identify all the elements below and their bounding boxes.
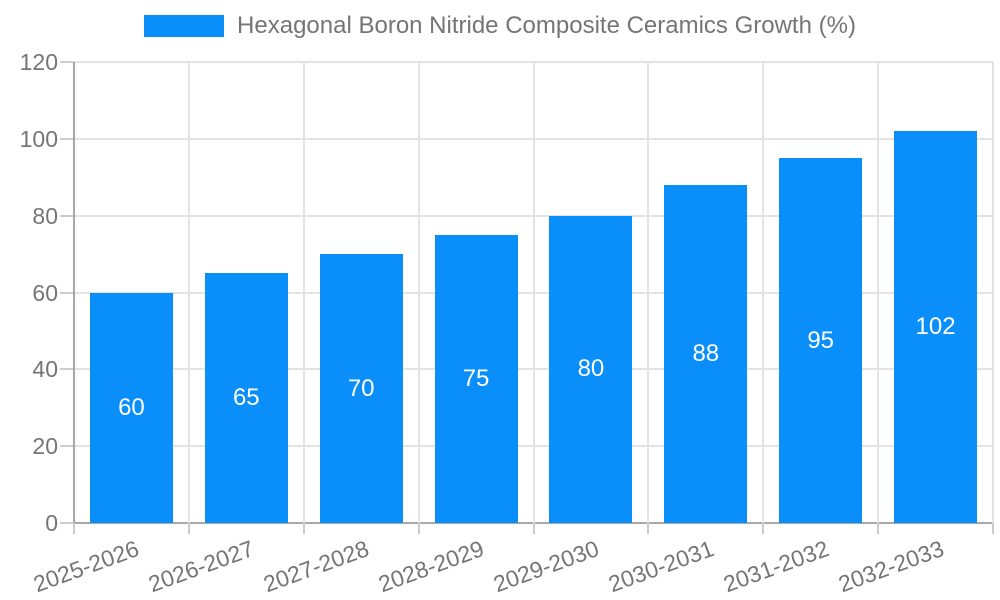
x-axis-tick [532,523,535,534]
y-tick-label: 100 [19,125,58,152]
bar-2028-2029[interactable]: 75 [434,234,518,523]
bar-value-label: 95 [807,326,835,354]
gridline-vertical [877,62,880,523]
bar-value-label: 102 [915,313,956,341]
bar-value-label: 60 [118,393,145,421]
x-axis-tick [647,523,650,534]
x-axis-tick [992,523,994,534]
gridline-vertical [417,62,420,523]
bar-2025-2026[interactable]: 60 [89,292,173,523]
y-tick-label: 40 [32,356,58,383]
bar-value-label: 75 [462,364,490,392]
y-tick-label: 80 [32,202,58,229]
bar-2029-2030[interactable]: 80 [549,215,633,523]
x-tick-label: 2026-2027 [145,535,258,598]
y-tick-label: 20 [32,433,58,460]
gridline-vertical [302,62,305,523]
bar-2026-2027[interactable]: 65 [204,273,288,523]
gridline-vertical [532,62,535,523]
y-axis-tick [60,214,74,217]
x-tick-label: 2028-2029 [375,535,488,598]
gridline-vertical [762,62,765,523]
y-tick-label: 120 [19,49,58,75]
x-tick-label: 2032-2033 [834,535,947,598]
x-tick-label: 2031-2032 [719,535,832,598]
y-axis-tick [60,137,74,140]
bar-2031-2032[interactable]: 95 [779,158,863,523]
legend-swatch [144,15,225,37]
x-axis-tick [73,523,75,534]
x-tick-label: 2029-2030 [489,535,603,598]
bar-2027-2028[interactable]: 70 [319,254,403,523]
y-tick-label: 60 [32,279,58,306]
y-axis-tick [60,61,74,63]
x-tick-label: 2030-2031 [604,535,718,598]
y-axis-tick [60,291,74,294]
bar-value-label: 65 [232,384,260,412]
x-tick-label: 2025-2026 [30,535,143,598]
x-axis-tick [877,523,880,534]
x-axis-tick [302,523,305,534]
x-axis-tick [417,523,420,534]
y-tick-label: 0 [45,510,58,536]
bar-value-label: 70 [347,374,375,402]
x-axis-tick [762,523,765,534]
x-axis-tick [187,523,190,534]
y-axis-tick [60,368,74,371]
gridline-vertical [187,62,190,523]
gridline-vertical [647,62,650,523]
y-axis-line [73,62,75,523]
x-tick-label: 2027-2028 [260,535,373,598]
bar-value-label: 88 [692,339,720,367]
bar-2030-2031[interactable]: 88 [664,184,748,523]
bar-value-label: 80 [577,355,605,383]
legend-label: Hexagonal Boron Nitride Composite Cerami… [237,12,856,39]
gridline-vertical [992,62,994,523]
legend[interactable]: Hexagonal Boron Nitride Composite Cerami… [0,12,1000,40]
y-axis-tick [60,522,74,524]
y-axis-tick [60,445,74,448]
bar-2032-2033[interactable]: 102 [894,131,978,523]
